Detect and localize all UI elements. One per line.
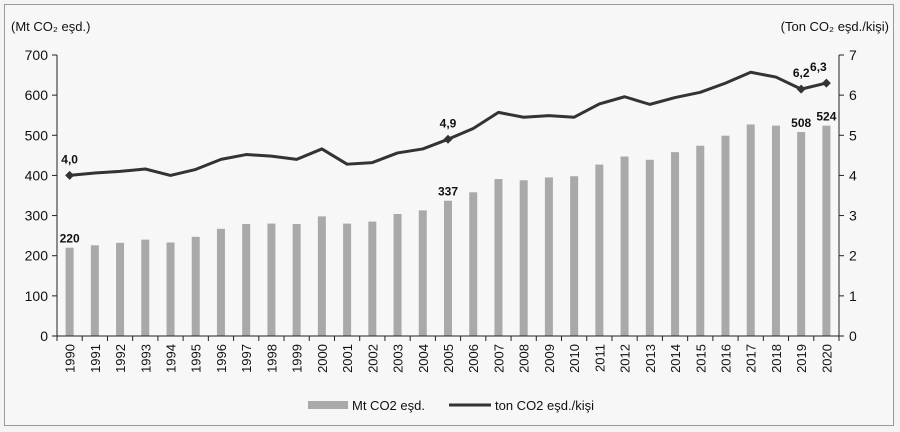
bar-2013 [645,159,654,336]
x-tick-label: 1991 [88,344,103,373]
x-tick-label: 2012 [618,344,633,373]
bar-2009 [544,177,553,336]
bar-2007 [494,179,503,336]
chart-svg: (Mt CO₂ eşd.) (Ton CO₂ eşd./kişi) 010020… [11,19,889,413]
legend-swatch-bars [308,401,348,409]
bar-2001 [343,223,352,336]
line-data-label: 6,2 [793,66,810,80]
line-marker-2019 [796,84,806,94]
right-tick-label: 3 [849,208,857,224]
x-tick-label: 2000 [315,344,330,373]
bar-2018 [771,125,780,336]
x-tick-label: 2011 [592,344,607,372]
bar-1999 [292,224,301,336]
bar-2019 [797,132,806,336]
left-tick-label: 600 [25,87,49,103]
x-tick-label: 1993 [138,344,153,373]
bar-1998 [267,223,276,336]
bar-2003 [393,213,402,336]
right-axis-label: (Ton CO₂ eşd./kişi) [781,19,889,34]
x-tick-label: 2009 [542,344,557,373]
x-tick-label: 1998 [264,344,279,373]
x-tick-label: 2001 [340,344,355,373]
left-axis-label: (Mt CO₂ eşd.) [11,19,90,34]
x-tick-label: 1994 [164,344,179,373]
x-tick-label: 2014 [668,344,683,373]
right-tick-label: 5 [849,127,857,143]
x-tick-label: 2005 [441,344,456,373]
x-tick-label: 2002 [365,344,380,373]
bar-data-label: 220 [60,232,80,246]
x-tick-label: 1992 [113,344,128,373]
x-tick-label: 2016 [718,344,733,373]
left-tick-label: 500 [25,127,49,143]
bar-1996 [216,228,225,336]
right-tick-label: 4 [849,167,857,183]
bar-1992 [116,242,125,336]
left-tick-label: 100 [25,288,49,304]
bar-2006 [469,192,478,336]
left-tick-label: 300 [25,208,49,224]
right-tick-label: 1 [849,288,857,304]
left-tick-label: 0 [40,328,48,344]
bar-1995 [191,236,200,336]
x-tick-label: 1990 [63,344,78,373]
x-tick-label: 1999 [290,344,305,373]
x-tick-label: 2006 [466,344,481,373]
bar-data-label: 508 [791,116,811,130]
bar-1994 [166,242,175,336]
bar-2014 [671,152,680,336]
bar-data-label: 337 [438,185,458,199]
legend: Mt CO2 eşd. ton CO2 eşd./kişi [308,398,594,413]
bar-2016 [721,135,730,336]
line-data-label: 4,0 [61,152,78,166]
right-tick-label: 0 [849,328,857,344]
x-tick-label: 2013 [643,344,658,373]
x-tick-label: 2007 [491,344,506,373]
line-marker-2020 [821,78,831,88]
x-tick-label: 2018 [769,344,784,373]
bar-2011 [595,164,604,336]
legend-label-line: ton CO2 eşd./kişi [495,398,594,413]
bar-2005 [444,200,452,336]
x-tick-label: 2019 [794,344,809,373]
bar-2015 [696,145,705,336]
bar-2008 [519,180,528,336]
bar-data-label: 524 [816,110,836,124]
line-marker-2005 [443,134,453,144]
x-tick-label: 2017 [744,344,759,373]
line-data-label: 6,3 [810,60,827,74]
x-tick-label: 2020 [819,344,834,373]
bar-1990 [65,247,74,336]
x-tick-label: 1995 [189,344,204,373]
bar-2002 [368,221,377,336]
bar-1997 [242,224,251,336]
bar-1993 [141,239,150,336]
x-tick-label: 1997 [239,344,254,373]
x-tick-label: 2004 [416,344,431,373]
legend-label-bars: Mt CO2 eşd. [352,398,425,413]
right-tick-label: 6 [849,87,857,103]
bar-2020 [822,125,831,336]
x-tick-label: 2010 [567,344,582,373]
bar-2017 [746,124,755,336]
x-tick-label: 1996 [214,344,229,373]
bar-2010 [570,176,579,336]
right-tick-label: 7 [849,47,857,63]
left-tick-label: 200 [25,248,49,264]
bar-2000 [317,216,326,336]
left-tick-label: 400 [25,167,49,183]
left-tick-label: 700 [25,47,49,63]
x-tick-label: 2015 [693,344,708,373]
line-marker-1990 [65,170,75,180]
line-data-label: 4,9 [440,116,457,130]
bar-2012 [620,156,629,336]
bar-2004 [418,210,427,336]
bar-1991 [90,245,99,336]
x-tick-label: 2003 [391,344,406,373]
chart-frame: (Mt CO₂ eşd.) (Ton CO₂ eşd./kişi) 0 100 20… [4,4,894,426]
right-tick-label: 2 [849,248,857,264]
x-tick-label: 2008 [517,344,532,373]
